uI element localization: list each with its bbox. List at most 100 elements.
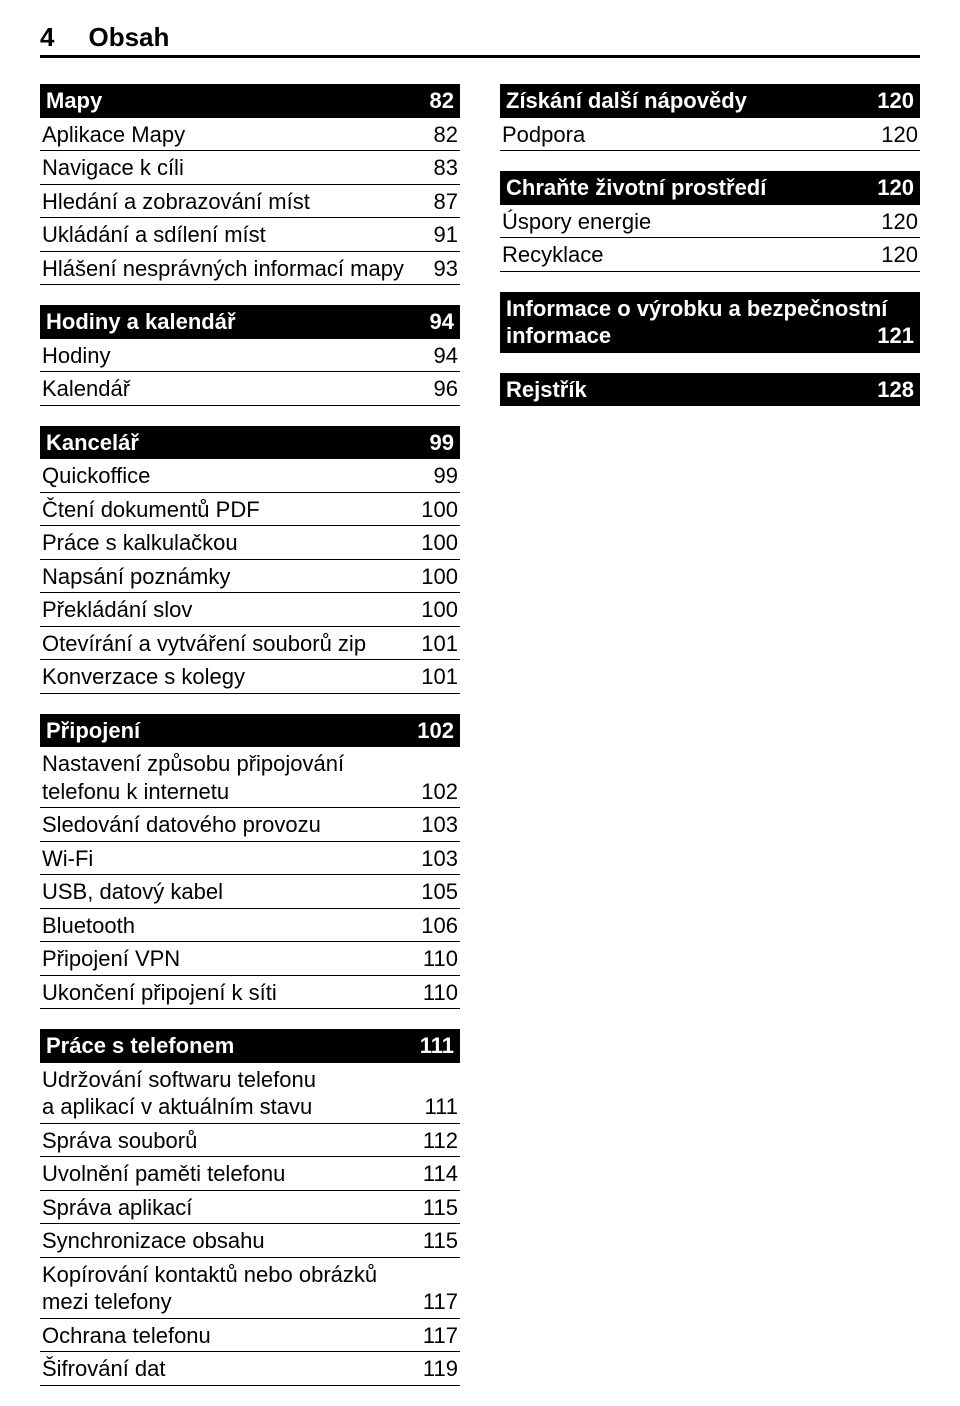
toc-section-page: 111 bbox=[420, 1032, 454, 1060]
toc-entry-label: Čtení dokumentů PDF bbox=[42, 496, 268, 524]
toc-entry-label: Uvolnění paměti telefonu bbox=[42, 1160, 293, 1188]
toc-entry-label: Synchronizace obsahu bbox=[42, 1227, 273, 1255]
toc-entry-label: Otevírání a vytváření souborů zip bbox=[42, 630, 374, 658]
toc-section-header: Připojení 102 bbox=[40, 714, 460, 748]
toc-entry-label: Wi-Fi bbox=[42, 845, 101, 873]
toc-entry: Správa souborů112 bbox=[40, 1124, 460, 1158]
toc-entry-page: 111 bbox=[425, 1093, 458, 1121]
toc-entry: Hodiny94 bbox=[40, 339, 460, 373]
toc-entry: Otevírání a vytváření souborů zip 101 bbox=[40, 627, 460, 661]
toc-entry-page: 120 bbox=[881, 121, 918, 149]
toc-entry-page: 93 bbox=[434, 255, 458, 283]
toc-section: Připojení102Nastavení způsobu připojován… bbox=[40, 714, 460, 1010]
toc-section: Získání další nápovědy120Podpora120 bbox=[500, 84, 920, 151]
toc-entry: Správa aplikací115 bbox=[40, 1191, 460, 1225]
toc-entry: Překládání slov 100 bbox=[40, 593, 460, 627]
toc-entry: Bluetooth106 bbox=[40, 909, 460, 943]
toc-entry-page: 99 bbox=[434, 462, 458, 490]
toc-entry-page: 91 bbox=[434, 221, 458, 249]
toc-entry-label: Napsání poznámky bbox=[42, 563, 238, 591]
toc-entry-page: 120 bbox=[881, 241, 918, 269]
toc-section-header: Chraňte životní prostředí 120 bbox=[500, 171, 920, 205]
toc-entry-label: Šifrování dat bbox=[42, 1355, 174, 1383]
toc-section-title: Rejstřík bbox=[506, 376, 587, 404]
toc-entry: Recyklace120 bbox=[500, 238, 920, 272]
toc-section: Rejstřík128 bbox=[500, 373, 920, 407]
toc-entry: Práce s kalkulačkou 100 bbox=[40, 526, 460, 560]
toc-entry-label: Quickoffice bbox=[42, 462, 158, 490]
toc-entry-page: 100 bbox=[421, 496, 458, 524]
toc-entry: Udržování softwaru telefonua aplikací v … bbox=[40, 1063, 460, 1124]
toc-entry-page: 103 bbox=[421, 845, 458, 873]
toc-section-title: Připojení bbox=[46, 717, 140, 745]
toc-entry: Kopírování kontaktů nebo obrázkůmezi tel… bbox=[40, 1258, 460, 1319]
toc-entry-page: 96 bbox=[434, 375, 458, 403]
toc-section-header: Hodiny a kalendář 94 bbox=[40, 305, 460, 339]
toc-entry: Připojení VPN110 bbox=[40, 942, 460, 976]
toc-section-page: 102 bbox=[417, 717, 454, 745]
toc-entry-page: 117 bbox=[423, 1322, 458, 1350]
toc-entry: Synchronizace obsahu 115 bbox=[40, 1224, 460, 1258]
toc-section-header: Získání další nápovědy120 bbox=[500, 84, 920, 118]
toc-entry: Úspory energie 120 bbox=[500, 205, 920, 239]
page-number: 4 bbox=[40, 22, 54, 53]
toc-entry-page: 101 bbox=[421, 630, 458, 658]
toc-entry-page: 110 bbox=[423, 979, 458, 1007]
toc-entry: Wi-Fi 103 bbox=[40, 842, 460, 876]
toc-entry: Navigace k cíli 83 bbox=[40, 151, 460, 185]
page-title: Obsah bbox=[88, 22, 169, 53]
toc-entry-page: 100 bbox=[421, 529, 458, 557]
toc-section: Práce s telefonem111Udržování softwaru t… bbox=[40, 1029, 460, 1386]
toc-section-title: Hodiny a kalendář bbox=[46, 308, 236, 336]
toc-entry-page: 120 bbox=[881, 208, 918, 236]
toc-section-page: 120 bbox=[877, 174, 914, 202]
toc-entry: Aplikace Mapy82 bbox=[40, 118, 460, 152]
toc-entry: Ukládání a sdílení míst91 bbox=[40, 218, 460, 252]
toc-entry-label: Úspory energie bbox=[502, 208, 659, 236]
toc-entry: Hlášení nesprávných informací mapy93 bbox=[40, 252, 460, 286]
toc-entry-label: Hodiny bbox=[42, 342, 118, 370]
page: 4 Obsah Mapy82Aplikace Mapy82Navigace k … bbox=[0, 0, 960, 1278]
toc-right-column: Získání další nápovědy120Podpora120 Chraň… bbox=[500, 84, 920, 1406]
toc-entry-page: 112 bbox=[423, 1127, 458, 1155]
toc-section-title: Práce s telefonem bbox=[46, 1032, 234, 1060]
toc-entry-page: 117 bbox=[423, 1288, 458, 1316]
page-header: 4 Obsah bbox=[40, 22, 920, 58]
toc-entry-label: telefonu k internetu bbox=[42, 778, 237, 806]
toc-entry-page: 105 bbox=[421, 878, 458, 906]
toc-entry-page: 102 bbox=[421, 778, 458, 806]
toc-entry-label: Překládání slov bbox=[42, 596, 200, 624]
toc-section: Kancelář99Quickoffice99Čtení dokumentů P… bbox=[40, 426, 460, 694]
toc-entry-page: 83 bbox=[434, 154, 458, 182]
columns: Mapy82Aplikace Mapy82Navigace k cíli83Hl… bbox=[40, 84, 920, 1406]
toc-entry-label: mezi telefony bbox=[42, 1288, 180, 1316]
toc-section-title: informace bbox=[506, 322, 611, 350]
toc-left-column: Mapy82Aplikace Mapy82Navigace k cíli83Hl… bbox=[40, 84, 460, 1406]
toc-section-header: Informace o výrobku a bezpečnostníinform… bbox=[500, 292, 920, 353]
toc-entry-page: 100 bbox=[421, 596, 458, 624]
toc-section: Hodiny a kalendář94Hodiny94Kalendář96 bbox=[40, 305, 460, 406]
toc-entry-label: Navigace k cíli bbox=[42, 154, 192, 182]
toc-entry-page: 115 bbox=[423, 1227, 458, 1255]
toc-section-title: Mapy bbox=[46, 87, 102, 115]
toc-entry-page: 87 bbox=[434, 188, 458, 216]
toc-entry-label: Nastavení způsobu připojování bbox=[42, 750, 458, 778]
toc-entry: Ukončení připojení k síti110 bbox=[40, 976, 460, 1010]
toc-entry-label: Bluetooth bbox=[42, 912, 143, 940]
toc-entry-page: 119 bbox=[423, 1355, 458, 1383]
toc-section-header: Mapy82 bbox=[40, 84, 460, 118]
toc-entry: Konverzace s kolegy101 bbox=[40, 660, 460, 694]
toc-section-title: Chraňte životní prostředí bbox=[506, 174, 766, 202]
toc-entry-label: Kopírování kontaktů nebo obrázků bbox=[42, 1261, 458, 1289]
toc-entry: Nastavení způsobu připojovánítelefonu k … bbox=[40, 747, 460, 808]
toc-entry-label: Připojení VPN bbox=[42, 945, 188, 973]
toc-entry-page: 82 bbox=[434, 121, 458, 149]
toc-section-page: 94 bbox=[430, 308, 454, 336]
toc-section: Mapy82Aplikace Mapy82Navigace k cíli83Hl… bbox=[40, 84, 460, 285]
toc-entry: Uvolnění paměti telefonu114 bbox=[40, 1157, 460, 1191]
toc-entry: Čtení dokumentů PDF 100 bbox=[40, 493, 460, 527]
toc-section-page: 120 bbox=[877, 87, 914, 115]
toc-entry-page: 103 bbox=[421, 811, 458, 839]
toc-entry: Šifrování dat 119 bbox=[40, 1352, 460, 1386]
toc-entry-label: Práce s kalkulačkou bbox=[42, 529, 246, 557]
